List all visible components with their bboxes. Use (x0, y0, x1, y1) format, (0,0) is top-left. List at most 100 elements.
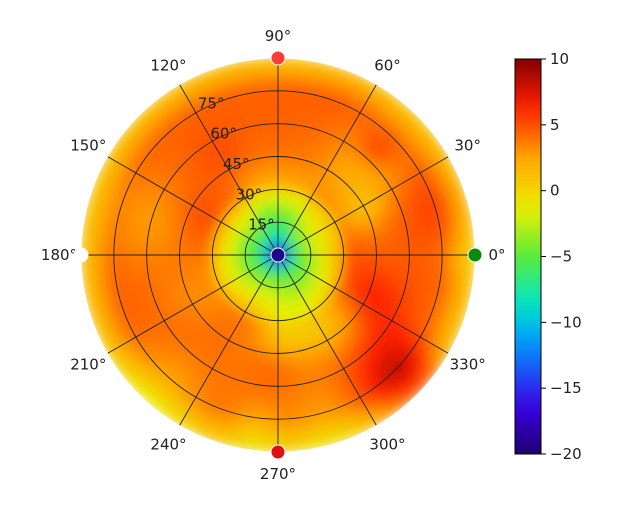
heatmap-cell (277, 344, 288, 355)
angular-gridline (277, 254, 377, 426)
heatmap-cell (337, 254, 347, 262)
angular-gridline (107, 156, 279, 256)
colorbar-gradient (514, 58, 542, 455)
heatmap-cell (458, 254, 469, 273)
heatmap-cell (277, 110, 292, 120)
heatmap-cell (260, 435, 279, 446)
heatmap-cell (390, 243, 400, 256)
heatmap-cell (277, 87, 294, 98)
heatmap-cell (277, 95, 293, 105)
heatmap-cell (277, 155, 288, 166)
colorbar-tick-label: −5 (550, 248, 572, 266)
heatmap-cell (420, 241, 431, 256)
heatmap-cell (420, 254, 431, 269)
angular-tick-label: 330° (450, 356, 486, 374)
heatmap-cell (260, 64, 279, 75)
heatmap-cell (277, 64, 296, 75)
heatmap-cell (201, 247, 211, 256)
marker-point (270, 247, 286, 263)
colorbar-tick-label: −20 (550, 445, 582, 463)
heatmap-cell (140, 254, 151, 268)
marker-point (467, 247, 483, 263)
heatmap-cell (267, 360, 279, 370)
marker-point (73, 247, 89, 263)
heatmap-cell (435, 239, 446, 256)
heatmap-cell (277, 148, 288, 158)
heatmap-cell (156, 254, 166, 267)
heatmap-cell (277, 397, 292, 408)
heatmap-cell (262, 80, 279, 90)
heatmap-cell (367, 245, 378, 256)
heatmap-cell (95, 254, 106, 272)
angular-tick-label: 120° (150, 56, 186, 74)
heatmap-cell (133, 254, 143, 269)
heatmap-cell (277, 390, 292, 400)
heatmap-cell (269, 337, 279, 347)
colorbar-tick-label: 5 (550, 116, 560, 134)
heatmap-cell (266, 367, 279, 377)
angular-gridline (277, 84, 377, 256)
heatmap-cell (352, 254, 362, 263)
heatmap-cell (216, 249, 226, 256)
heatmap-cell (262, 87, 279, 98)
heatmap-cell (118, 240, 128, 256)
polar-tick-labels: 0° 30° 60° 90° 120° 150° 180° 210° 240° 270° 300° 3… (41, 27, 506, 483)
heatmap-cell (156, 243, 166, 256)
heatmap-cell (277, 72, 295, 83)
heatmap-cell (345, 254, 355, 263)
heatmap-cell (171, 254, 181, 265)
angular-gridline (179, 84, 279, 256)
heatmap-cell (87, 254, 98, 273)
heatmap-cell (209, 248, 219, 256)
polar-markers (73, 50, 483, 460)
heatmap-cell (367, 254, 378, 265)
heatmap-cell (277, 360, 289, 370)
heatmap-cell (263, 95, 279, 105)
heatmap-cell (315, 254, 325, 260)
heatmap-cell (264, 102, 279, 113)
colorbar-tick-label: −10 (550, 313, 582, 331)
heatmap-cell (307, 254, 317, 259)
heatmap-cell (194, 247, 204, 256)
heatmap-cell (277, 337, 287, 347)
heatmap-cell (383, 244, 393, 256)
heatmap-cell (268, 148, 279, 158)
angular-tick-label: 150° (70, 137, 106, 155)
heatmap-cell (264, 110, 279, 120)
heatmap-cell (443, 254, 453, 271)
heatmap-cell (264, 397, 279, 408)
heatmap-cell (272, 307, 279, 317)
angular-tick-label: 210° (70, 356, 106, 374)
heatmap-cell (360, 246, 370, 256)
heatmap-cell (263, 405, 279, 415)
heatmap-cell (277, 405, 293, 415)
heatmap-cell (450, 254, 461, 272)
heatmap-cell (435, 254, 446, 271)
heatmap-cell (428, 254, 438, 270)
heatmap-cell (268, 352, 279, 362)
heatmap-cell (269, 163, 279, 173)
colorbar: 10 5 0 −5 −10 −15 −20 (514, 50, 582, 463)
heatmap-cell (277, 201, 284, 211)
heatmap-cell (277, 375, 290, 385)
heatmap-cell (178, 254, 189, 265)
heatmap-cell (277, 193, 284, 203)
heatmap-cell (110, 239, 121, 256)
angular-tick-label: 180° (41, 246, 77, 264)
heatmap-cell (277, 352, 288, 362)
heatmap-cell (413, 254, 423, 269)
radial-tick-label: 60° (210, 125, 237, 143)
heatmap-cell (267, 140, 279, 150)
heatmap-cell (118, 254, 128, 270)
heatmap-cell (140, 242, 151, 256)
marker-point (270, 444, 286, 460)
heatmap-cell (261, 72, 279, 83)
heatmap-cell (405, 254, 416, 268)
heatmap-cell (266, 125, 279, 135)
heatmap-cell (133, 241, 143, 256)
heatmap-cell (268, 155, 279, 166)
heatmap-cell (265, 382, 279, 393)
heatmap-cell (110, 254, 121, 271)
heatmap-cell (360, 254, 370, 264)
